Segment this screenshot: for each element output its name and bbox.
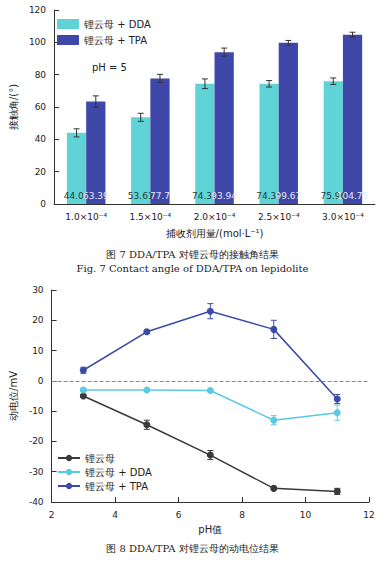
svg-text:2.5×10⁻⁴: 2.5×10⁻⁴ — [258, 212, 300, 222]
svg-text:104.75: 104.75 — [337, 191, 369, 201]
svg-text:30: 30 — [32, 285, 44, 295]
svg-text:4: 4 — [112, 510, 118, 520]
svg-text:93.94: 93.94 — [211, 191, 237, 201]
svg-text:74.37: 74.37 — [192, 190, 218, 201]
html-text:图 8 DDA/TPA 对锂云母的动电位结果: 图 8 DDA/TPA 对锂云母的动电位结果 — [106, 543, 279, 554]
svg-text:40: 40 — [35, 134, 47, 144]
svg-text:53.61: 53.61 — [127, 190, 154, 201]
svg-text:12: 12 — [363, 510, 374, 520]
svg-text:100: 100 — [29, 37, 46, 47]
svg-text:pH值: pH值 — [198, 524, 222, 535]
svg-text:锂云母 + TPA: 锂云母 + TPA — [84, 481, 148, 492]
svg-text:44.00: 44.00 — [63, 190, 90, 201]
svg-text:2: 2 — [49, 510, 55, 520]
svg-text:8: 8 — [239, 510, 245, 520]
svg-text:6: 6 — [176, 510, 182, 520]
svg-text:0: 0 — [38, 376, 44, 386]
svg-text:锂云母 + DDA: 锂云母 + DDA — [84, 467, 152, 478]
svg-text:99.67: 99.67 — [275, 191, 301, 201]
svg-text:pH = 5: pH = 5 — [92, 62, 127, 73]
svg-text:20: 20 — [35, 167, 47, 177]
svg-text:20: 20 — [32, 315, 44, 325]
svg-text:捕收剂用量/(mol·L⁻¹): 捕收剂用量/(mol·L⁻¹) — [166, 228, 264, 239]
svg-text:1.5×10⁻⁴: 1.5×10⁻⁴ — [130, 212, 172, 222]
svg-text:锂云母: 锂云母 — [84, 453, 115, 464]
svg-text:120: 120 — [29, 5, 46, 15]
svg-text:77.7: 77.7 — [150, 191, 170, 201]
svg-text:74.35: 74.35 — [256, 190, 282, 201]
svg-text:-10: -10 — [29, 406, 44, 416]
svg-text:2.0×10⁻⁴: 2.0×10⁻⁴ — [194, 212, 236, 222]
svg-text:-30: -30 — [29, 467, 44, 477]
svg-text:60: 60 — [35, 102, 47, 112]
svg-text:动电位/mV: 动电位/mV — [8, 371, 19, 421]
html-text:Fig. 7 Contact angle of DDA/TP: Fig. 7 Contact angle of DDA/TPA on lepid… — [76, 263, 309, 274]
svg-text:10: 10 — [32, 346, 44, 356]
svg-text:-40: -40 — [29, 497, 44, 507]
html-text:图 7 DDA/TPA 对锂云母的接触角结果: 图 7 DDA/TPA 对锂云母的接触角结果 — [106, 249, 279, 260]
svg-text:锂云母 + TPA: 锂云母 + TPA — [83, 35, 147, 46]
svg-text:10: 10 — [300, 510, 312, 520]
svg-text:锂云母 + DDA: 锂云母 + DDA — [83, 19, 151, 30]
svg-text:接触角/(°): 接触角/(°) — [8, 84, 19, 130]
svg-text:80: 80 — [35, 70, 47, 80]
svg-text:0: 0 — [40, 199, 46, 209]
svg-text:63.39: 63.39 — [83, 191, 109, 201]
svg-text:75.96: 75.96 — [320, 190, 347, 201]
svg-text:-20: -20 — [29, 436, 44, 446]
svg-text:3.0×10⁻⁴: 3.0×10⁻⁴ — [322, 212, 364, 222]
svg-text:1.0×10⁻⁴: 1.0×10⁻⁴ — [65, 212, 107, 222]
